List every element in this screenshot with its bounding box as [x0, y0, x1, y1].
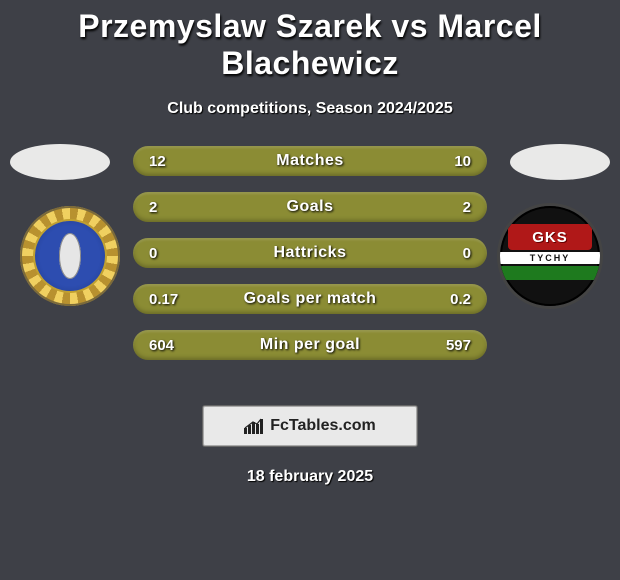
stat-label: Matches	[276, 152, 344, 170]
stat-label: Min per goal	[260, 336, 360, 354]
stat-label: Goals	[287, 198, 334, 216]
stat-label: Hattricks	[274, 244, 347, 262]
date-label: 18 february 2025	[0, 468, 620, 486]
player-photo-right	[510, 144, 610, 180]
stat-value-left: 12	[149, 153, 166, 170]
player-photo-left	[10, 144, 110, 180]
page-title: Przemyslaw Szarek vs Marcel Blachewicz	[0, 0, 620, 82]
club-badge-left	[20, 206, 120, 306]
club-badge-left-ring	[20, 206, 120, 306]
stat-value-right: 0	[463, 245, 471, 262]
stat-bar: 0.17 Goals per match 0.2	[133, 284, 487, 314]
bar-chart-icon	[244, 418, 264, 434]
stat-bar: 604 Min per goal 597	[133, 330, 487, 360]
club-badge-left-center	[59, 233, 81, 279]
brand-text: FcTables.com	[270, 417, 376, 435]
stat-value-left: 0	[149, 245, 157, 262]
stat-value-left: 604	[149, 337, 174, 354]
club-badge-right-sub: TYCHY	[500, 252, 600, 264]
club-badge-right-outer: GKS TYCHY	[500, 206, 600, 306]
stat-value-right: 2	[463, 199, 471, 216]
club-badge-right: GKS TYCHY	[500, 206, 600, 306]
subtitle: Club competitions, Season 2024/2025	[0, 100, 620, 118]
club-badge-left-inner	[35, 221, 105, 291]
stat-label: Goals per match	[244, 290, 377, 308]
stat-value-right: 597	[446, 337, 471, 354]
stat-bar: 0 Hattricks 0	[133, 238, 487, 268]
club-badge-right-banner: GKS	[508, 224, 592, 250]
stat-value-right: 0.2	[450, 291, 471, 308]
club-badge-right-stripe	[500, 266, 600, 280]
stat-value-right: 10	[454, 153, 471, 170]
stat-bars: 12 Matches 10 2 Goals 2 0 Hattricks 0 0.…	[133, 146, 487, 376]
stat-bar: 2 Goals 2	[133, 192, 487, 222]
stat-value-left: 2	[149, 199, 157, 216]
comparison-panel: GKS TYCHY 12 Matches 10 2 Goals 2 0 Hatt…	[0, 146, 620, 386]
stat-value-left: 0.17	[149, 291, 178, 308]
brand-badge[interactable]: FcTables.com	[203, 406, 417, 446]
stat-bar: 12 Matches 10	[133, 146, 487, 176]
